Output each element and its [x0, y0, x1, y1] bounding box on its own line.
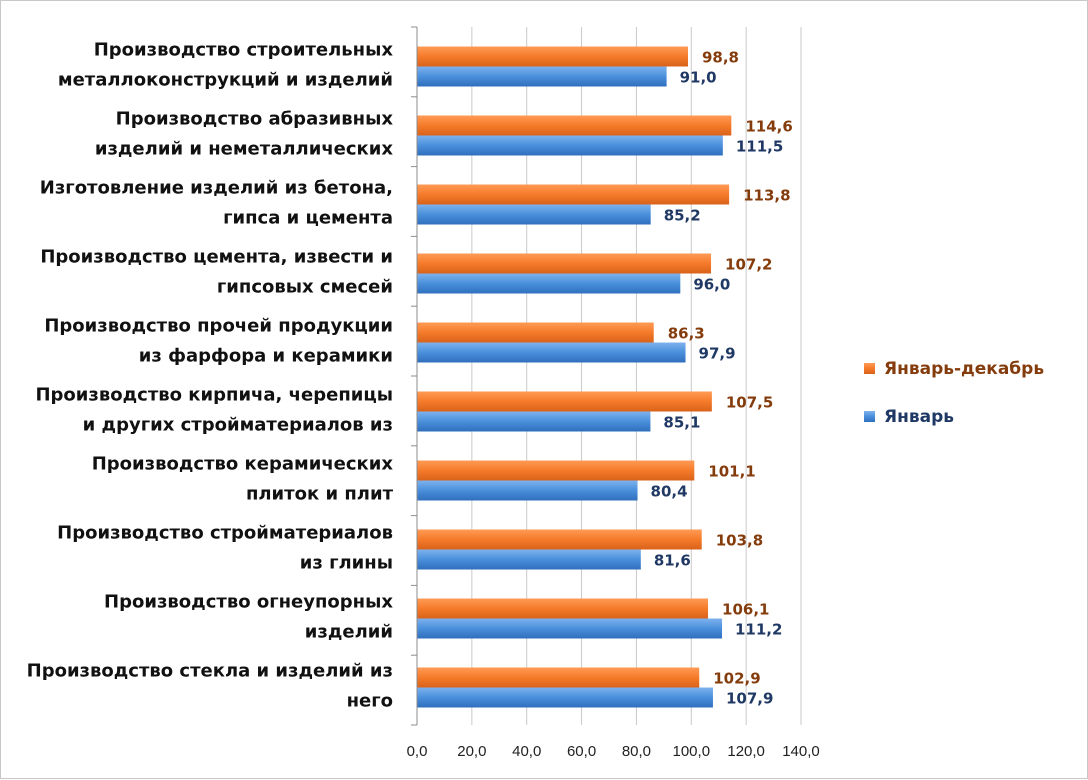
bar-jan — [417, 549, 641, 570]
category-label: гипса и цемента — [223, 208, 393, 229]
bar-jan-dec — [417, 667, 700, 688]
category-label: Производство стекла и изделий из — [27, 661, 393, 682]
category-label: Производство абразивных — [116, 109, 394, 130]
bar-jan — [417, 204, 651, 225]
bar-jan-dec — [417, 598, 709, 619]
bar-jan — [417, 66, 667, 87]
category-label: Производство керамических — [92, 454, 394, 475]
category-label: изделий и неметаллических — [95, 139, 394, 160]
data-label: 81,6 — [654, 552, 691, 570]
category-label: изделий — [305, 622, 393, 643]
category-label: него — [347, 691, 393, 712]
category-label: Производство кирпича, черепицы — [35, 385, 393, 406]
bar-jan — [417, 273, 681, 294]
x-tick-label: 100,0 — [673, 743, 711, 760]
bar-jan — [417, 411, 651, 432]
bars — [417, 46, 732, 708]
labels: 0,0 20,0 40,0 60,0 80,0 100,0 120,0 140,0 98,8 91… — [27, 40, 820, 761]
data-label: 102,9 — [713, 670, 760, 688]
data-label: 111,2 — [735, 621, 782, 639]
category-label: Производство строительных — [94, 40, 394, 61]
data-label: 107,5 — [726, 394, 773, 412]
data-label: 114,6 — [745, 118, 792, 136]
data-label: 111,5 — [736, 138, 783, 156]
data-label: 113,8 — [743, 187, 790, 205]
category-label: Производство прочей продукции — [44, 316, 393, 337]
axes — [411, 26, 418, 726]
data-label: 106,1 — [722, 601, 769, 619]
category-label: плиток и плит — [246, 484, 394, 505]
bar-jan-dec — [417, 115, 732, 136]
bar-jan — [417, 687, 713, 708]
data-label: 91,0 — [680, 69, 717, 87]
data-label: 107,9 — [726, 690, 773, 708]
x-tick-label: 60,0 — [567, 743, 596, 760]
data-label: 85,2 — [664, 207, 701, 225]
category-label: Производство огнеупорных — [104, 592, 393, 613]
legend-swatch — [864, 411, 875, 422]
legend-label: Январь-декабрь — [884, 359, 1044, 379]
bar-jan-dec — [417, 184, 730, 205]
data-label: 97,9 — [699, 345, 736, 363]
x-tick-label: 140,0 — [782, 743, 820, 760]
bar-jan-dec — [417, 460, 695, 481]
data-label: 101,1 — [708, 463, 755, 481]
legend-swatch — [864, 363, 875, 374]
data-label: 98,8 — [702, 49, 739, 67]
x-tick-label: 80,0 — [622, 743, 651, 760]
data-label: 107,2 — [725, 256, 772, 274]
bar-jan-dec — [417, 253, 712, 274]
category-label: и других стройматериалов из — [83, 415, 393, 436]
data-label: 86,3 — [668, 325, 705, 343]
category-label: Изготовление изделий из бетона, — [40, 178, 393, 199]
bar-jan-dec — [417, 391, 712, 412]
category-label: металлоконструкций и изделий — [58, 70, 393, 91]
bar-jan — [417, 480, 638, 501]
bar-jan — [417, 135, 723, 156]
x-tick-label: 40,0 — [512, 743, 541, 760]
category-label: гипсовых смесей — [217, 277, 393, 298]
x-tick-label: 20,0 — [457, 743, 486, 760]
data-label: 80,4 — [651, 483, 688, 501]
x-tick-label: 0,0 — [407, 743, 428, 760]
category-label: Производство цемента, извести и — [40, 247, 393, 268]
legend: Январь-декабрь Январь — [864, 359, 1044, 427]
bar-jan — [417, 342, 686, 363]
x-tick-label: 120,0 — [727, 743, 765, 760]
data-label: 103,8 — [716, 532, 763, 550]
data-label: 85,1 — [663, 414, 700, 432]
bar-jan — [417, 618, 723, 639]
category-label: из глины — [300, 553, 393, 574]
bar-jan-dec — [417, 46, 688, 67]
bar-jan-dec — [417, 529, 702, 550]
bar-jan-dec — [417, 322, 654, 343]
category-label: из фарфора и керамики — [139, 346, 393, 367]
legend-label: Январь — [884, 407, 954, 427]
category-label: Производство стройматериалов — [57, 523, 393, 544]
data-label: 96,0 — [693, 276, 730, 294]
